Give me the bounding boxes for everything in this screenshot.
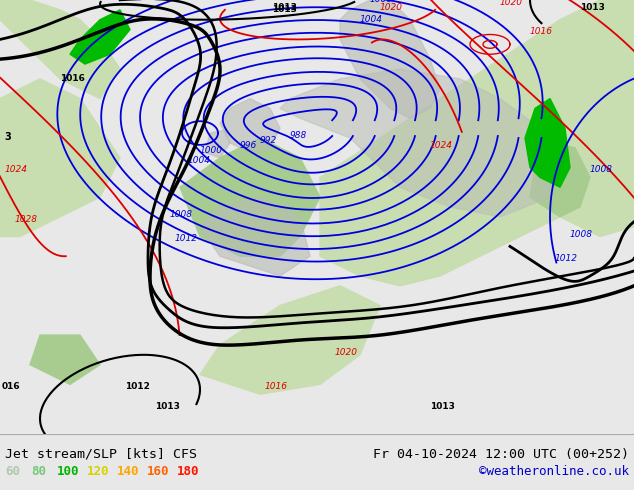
Text: 1020: 1020 — [380, 3, 403, 12]
Text: 1008: 1008 — [170, 210, 193, 219]
Text: 992: 992 — [260, 136, 277, 145]
Text: 1016: 1016 — [60, 74, 85, 83]
Polygon shape — [200, 197, 310, 276]
Text: 1008: 1008 — [570, 229, 593, 239]
Text: 1013: 1013 — [155, 402, 180, 411]
Text: 60: 60 — [5, 466, 20, 478]
Text: 1013: 1013 — [272, 5, 297, 14]
Polygon shape — [200, 286, 380, 394]
Polygon shape — [30, 335, 100, 384]
Text: 1020: 1020 — [335, 348, 358, 357]
Text: 180: 180 — [177, 466, 200, 478]
Polygon shape — [70, 10, 130, 64]
Polygon shape — [220, 98, 280, 153]
Text: 1016: 1016 — [530, 27, 553, 36]
Polygon shape — [280, 69, 560, 217]
Polygon shape — [180, 138, 320, 256]
Text: 140: 140 — [117, 466, 139, 478]
Text: 988: 988 — [290, 131, 307, 140]
Text: 120: 120 — [87, 466, 110, 478]
Text: 1000: 1000 — [370, 0, 393, 4]
Polygon shape — [525, 98, 570, 187]
Text: 016: 016 — [2, 382, 21, 392]
Text: 1016: 1016 — [265, 382, 288, 392]
Text: Jet stream/SLP [kts] CFS: Jet stream/SLP [kts] CFS — [5, 448, 197, 461]
Text: 1013: 1013 — [430, 402, 455, 411]
Text: 996: 996 — [240, 141, 257, 150]
Text: 80: 80 — [31, 466, 46, 478]
Text: 1028: 1028 — [15, 215, 38, 224]
Text: 3: 3 — [4, 132, 11, 142]
Text: 1012: 1012 — [175, 234, 198, 244]
Text: 160: 160 — [147, 466, 169, 478]
Text: 1013: 1013 — [272, 3, 297, 12]
Text: 100: 100 — [57, 466, 79, 478]
Text: 1000: 1000 — [200, 146, 223, 155]
Text: 1008: 1008 — [590, 166, 613, 174]
Text: 1012: 1012 — [555, 254, 578, 263]
Text: Fr 04-10-2024 12:00 UTC (00+252): Fr 04-10-2024 12:00 UTC (00+252) — [373, 448, 629, 461]
Text: 1004: 1004 — [360, 15, 383, 24]
Polygon shape — [340, 0, 440, 118]
Polygon shape — [205, 130, 230, 158]
Text: 1024: 1024 — [430, 141, 453, 150]
Text: ©weatheronline.co.uk: ©weatheronline.co.uk — [479, 466, 629, 478]
Text: 1024: 1024 — [5, 166, 28, 174]
Text: 1020: 1020 — [500, 0, 523, 7]
Polygon shape — [0, 79, 120, 237]
Polygon shape — [320, 0, 634, 286]
Text: 1013: 1013 — [580, 3, 605, 12]
Polygon shape — [0, 0, 120, 98]
Polygon shape — [500, 0, 634, 128]
Polygon shape — [530, 143, 590, 217]
Text: 1012: 1012 — [125, 382, 150, 392]
Text: 1004: 1004 — [188, 156, 211, 165]
